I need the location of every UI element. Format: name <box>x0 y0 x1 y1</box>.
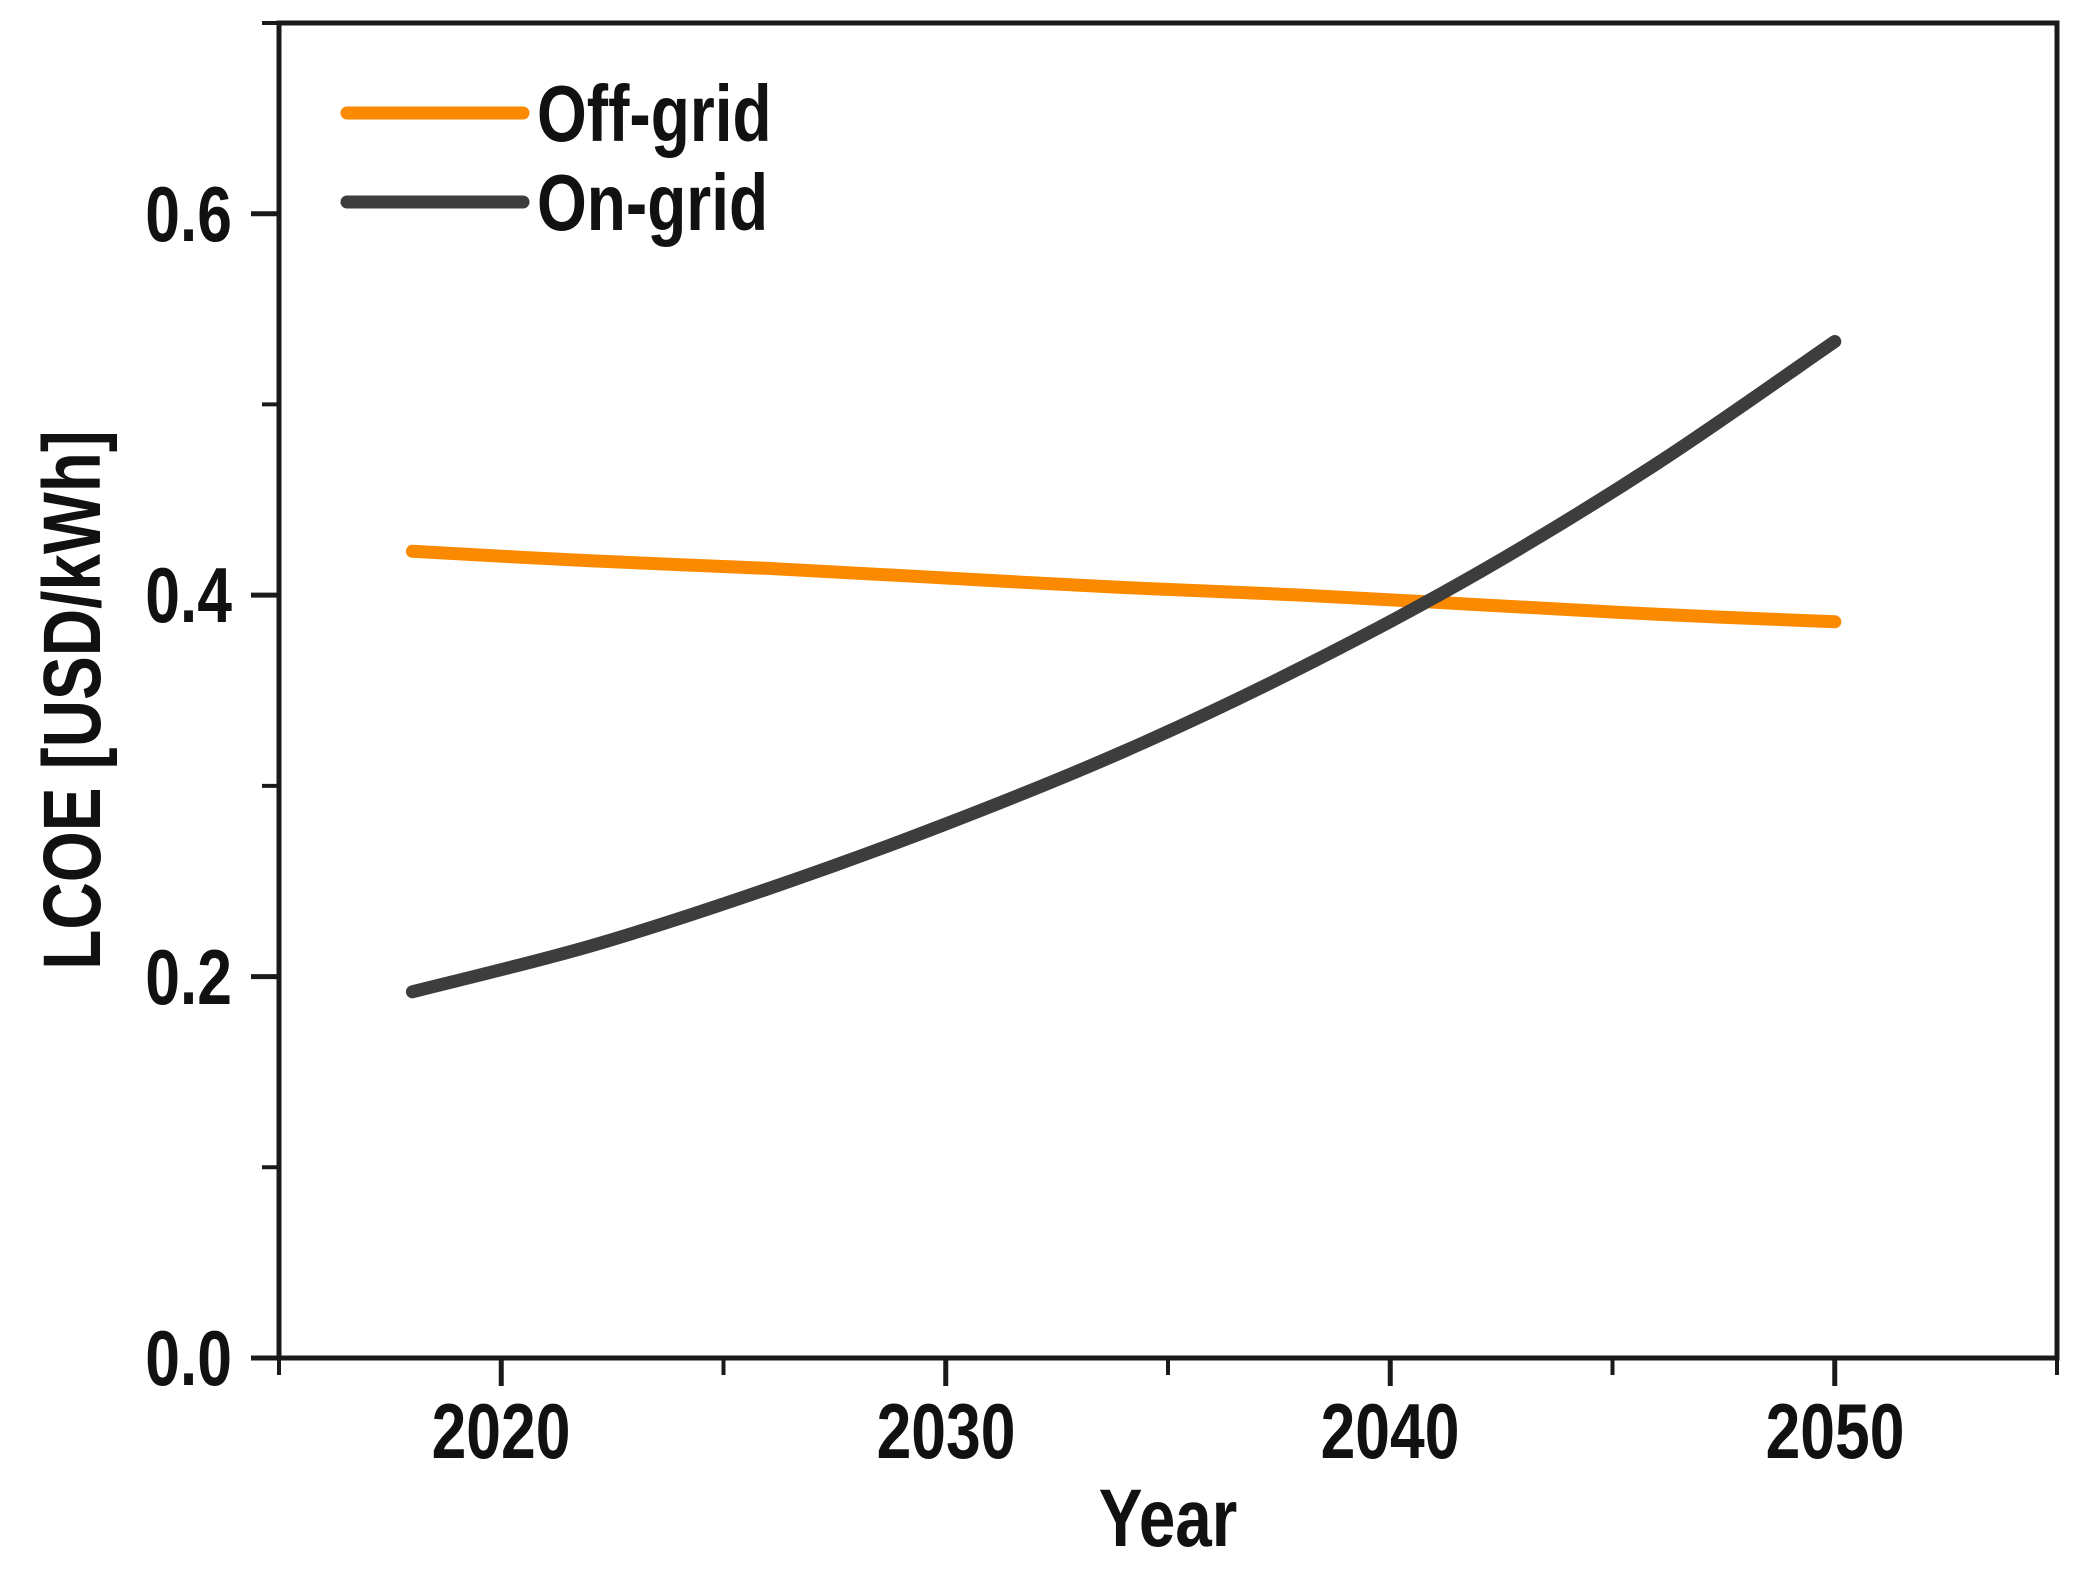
series-lines <box>405 335 1842 999</box>
x-tick-label-2030: 2030 <box>877 1387 1016 1475</box>
y-tick-label-0.4: 0.4 <box>145 551 232 639</box>
x-tick-label-2050: 2050 <box>1766 1387 1905 1475</box>
x-tick-label-2040: 2040 <box>1321 1387 1460 1475</box>
y-axis-tick-marks <box>251 21 279 1361</box>
legend-label-off-grid: Off-grid <box>537 69 772 158</box>
y-axis-title: LCOE [USD/kWh] <box>27 430 118 969</box>
series-line-on-grid <box>405 335 1842 999</box>
y-tick-label-0.0: 0.0 <box>145 1314 232 1402</box>
y-tick-label-0.6: 0.6 <box>145 170 232 258</box>
x-axis-tick-marks <box>277 1358 2059 1386</box>
legend: Off-grid On-grid <box>340 69 772 247</box>
x-axis-title: Year <box>1099 1473 1238 1564</box>
y-tick-label-0.2: 0.2 <box>145 933 232 1021</box>
legend-label-on-grid: On-grid <box>537 158 768 247</box>
y-axis-tick-labels: 0.0 0.2 0.4 0.6 <box>145 170 232 1402</box>
x-axis-tick-labels: 2020 2030 2040 2050 <box>432 1387 1905 1475</box>
series-line-off-grid <box>405 544 1842 629</box>
x-tick-label-2020: 2020 <box>432 1387 571 1475</box>
legend-swatches <box>340 106 530 209</box>
